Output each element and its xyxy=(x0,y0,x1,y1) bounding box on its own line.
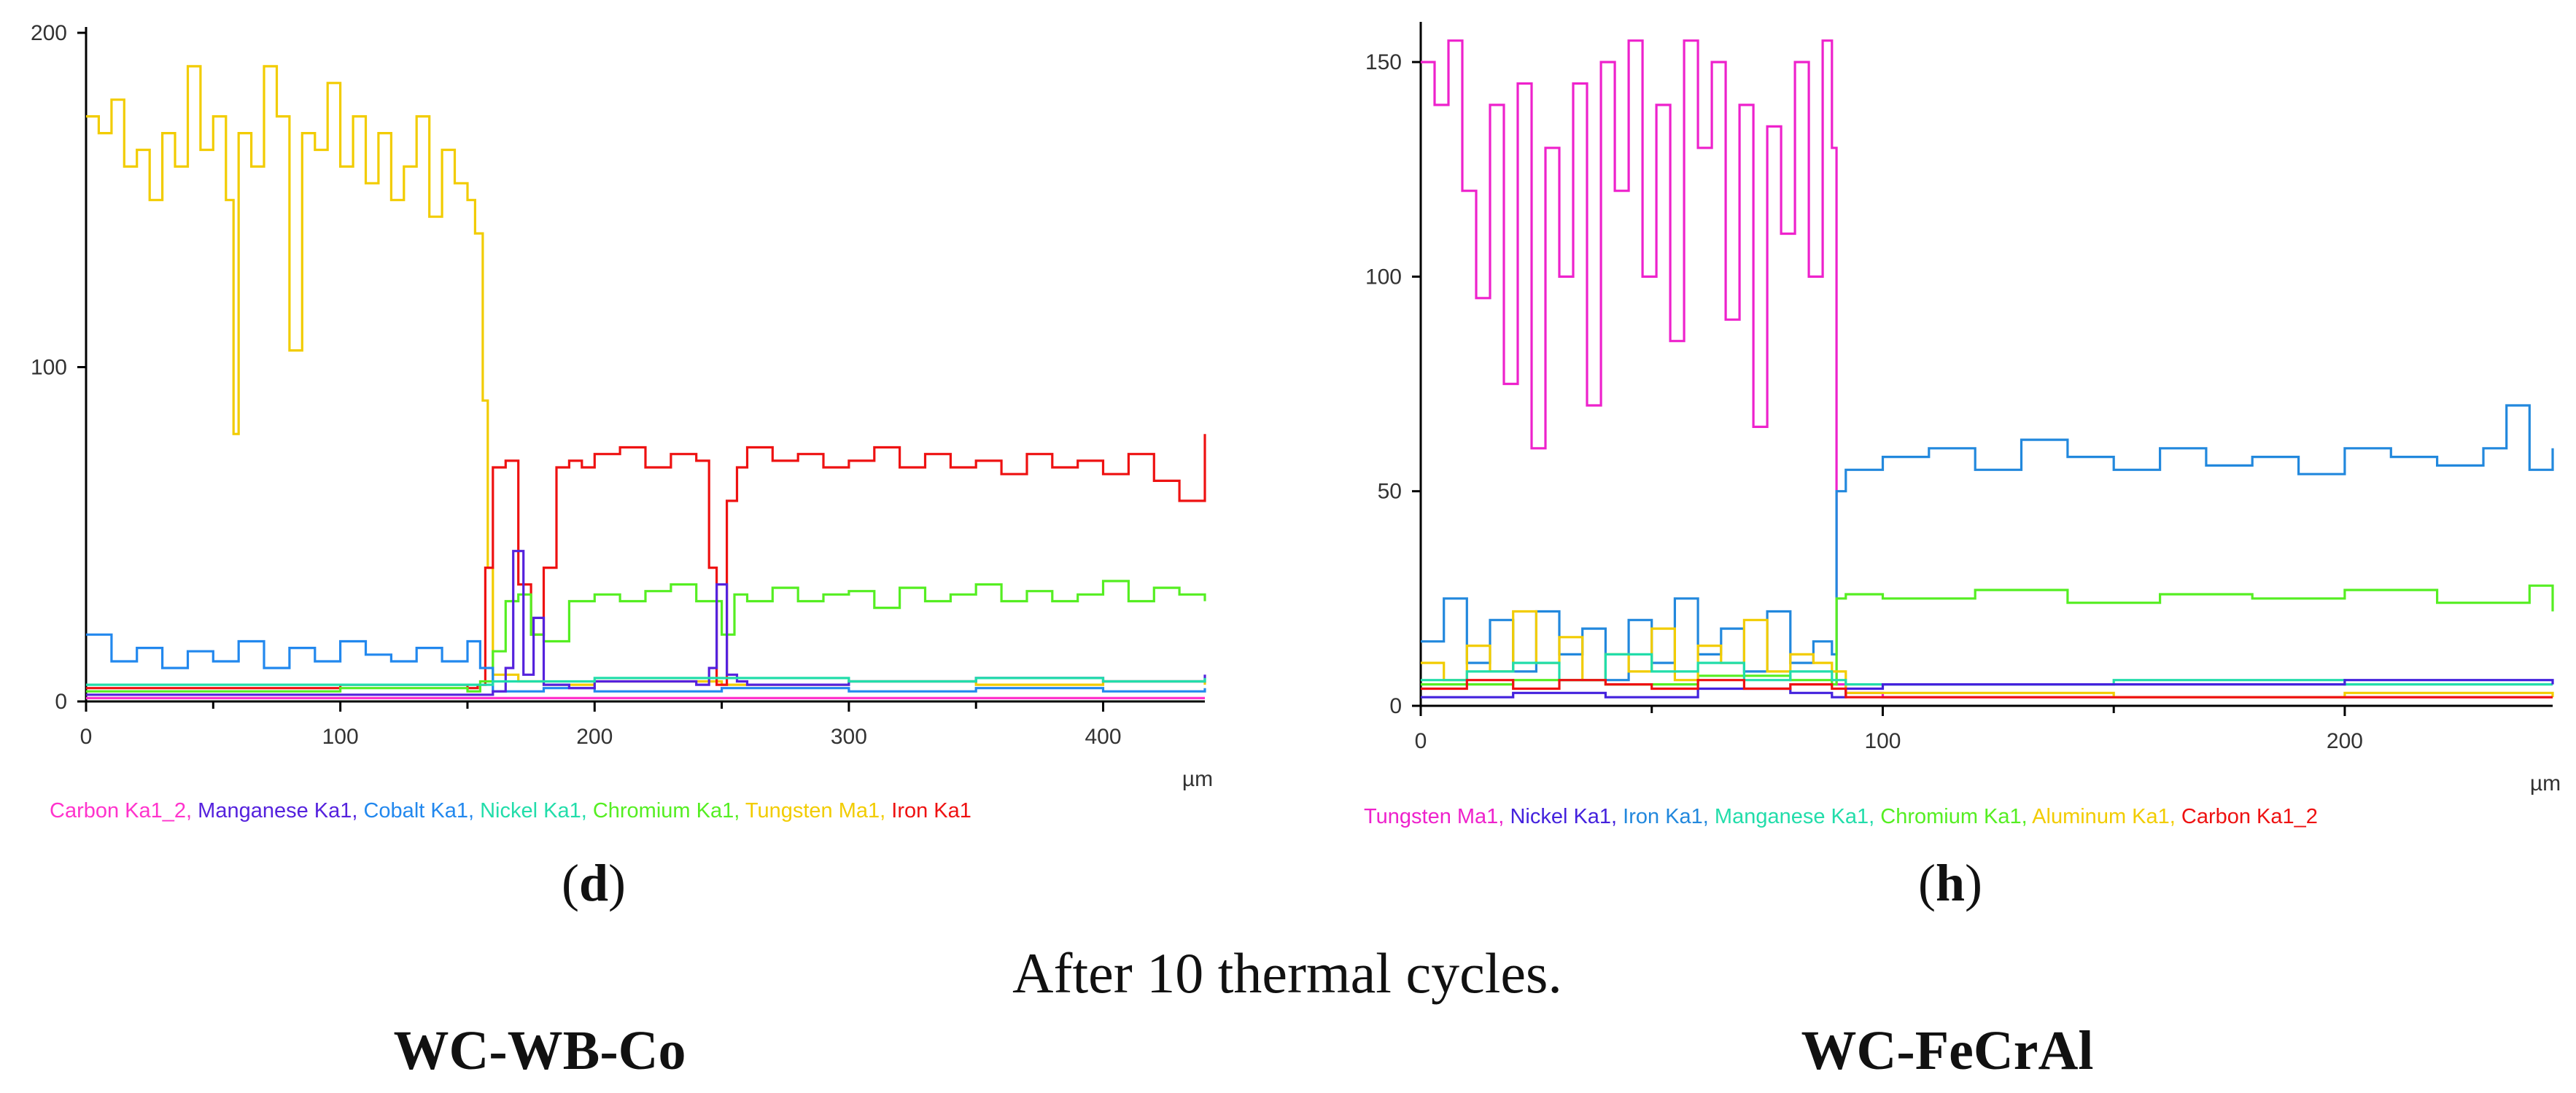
chart-h-series-chromium-ka1 xyxy=(1421,584,2554,686)
chart-h-y-tick-label: 150 xyxy=(1365,50,1402,74)
chart-h-y-tick-label: 0 xyxy=(1389,694,1402,718)
panel-label-d: (d) xyxy=(562,854,626,912)
chart-h-x-tick-label: 0 xyxy=(1415,729,1427,753)
chart-d-x-tick-label: 200 xyxy=(576,725,613,749)
material-label-d: WC-WB-Co xyxy=(393,1020,686,1081)
chart-d-series-nickel-ka1 xyxy=(86,677,1206,686)
panel-letter-d: d xyxy=(578,854,609,912)
chart-d-series-manganese-ka1 xyxy=(86,550,1206,696)
chart-h-y-tick-label: 100 xyxy=(1365,265,1402,289)
chart-d-series-iron-ka1 xyxy=(86,434,1206,690)
chart-h-y-tick-label: 50 xyxy=(1378,480,1402,504)
figure-caption: After 10 thermal cycles. xyxy=(1012,941,1562,1005)
chart-h-series-carbon-ka1-2 xyxy=(1421,679,2553,699)
chart-d-x-tick-label: 300 xyxy=(831,725,867,749)
chart-d-svg: 0 100 200 0 100 200 300 400 µm xyxy=(31,21,1213,791)
chart-d-legend-item: Manganese Ka1, xyxy=(198,799,364,822)
chart-h-legend-item: Chromium Ka1, xyxy=(1880,805,2033,828)
chart-h-legend-item: Carbon Ka1_2 xyxy=(2181,805,2318,828)
chart-panel-d: 0 100 200 0 100 200 300 400 µm xyxy=(0,0,1240,817)
chart-h-legend-item: Aluminum Ka1, xyxy=(2032,805,2181,828)
chart-h-legend-item: Manganese Ka1, xyxy=(1714,805,1881,828)
panel-letter-h: h xyxy=(1935,854,1966,912)
chart-d-legend-item: Iron Ka1 xyxy=(891,799,971,822)
chart-d-y-tick-label: 200 xyxy=(31,21,67,45)
chart-d-legend-item: Chromium Ka1, xyxy=(592,799,745,822)
chart-h-legend-item: Iron Ka1, xyxy=(1623,805,1715,828)
material-label-h: WC-FeCrAl xyxy=(1801,1020,2094,1081)
chart-d-y-tick-label: 100 xyxy=(31,356,67,380)
chart-h-series-iron-ka1 xyxy=(1421,404,2554,682)
chart-h-x-unit-label: µm xyxy=(2530,771,2561,796)
chart-d-y-tick-label: 0 xyxy=(55,690,67,714)
chart-d-legend-item: Carbon Ka1_2, xyxy=(50,799,198,822)
chart-d-x-tick-label: 100 xyxy=(322,725,359,749)
chart-d-legend: Carbon Ka1_2, Manganese Ka1, Cobalt Ka1,… xyxy=(50,799,971,823)
panel-label-h: (h) xyxy=(1918,854,1983,912)
chart-h-x-tick-label: 100 xyxy=(1864,729,1901,753)
chart-d-legend-item: Tungsten Ma1, xyxy=(745,799,892,822)
chart-panel-h: 0 50 100 150 0 100 200 µm xyxy=(1342,0,2576,817)
chart-d-x-unit-label: µm xyxy=(1182,767,1213,791)
chart-h-x-tick-label: 200 xyxy=(2327,729,2363,753)
chart-d-series-cobalt-ka1 xyxy=(86,633,1206,693)
chart-d-x-tick-label: 400 xyxy=(1085,725,1122,749)
chart-d-legend-item: Nickel Ka1, xyxy=(480,799,593,822)
chart-d-legend-item: Cobalt Ka1, xyxy=(363,799,481,822)
chart-h-legend: Tungsten Ma1, Nickel Ka1, Iron Ka1, Mang… xyxy=(1364,805,2318,829)
chart-h-legend-item: Tungsten Ma1, xyxy=(1364,805,1510,828)
chart-h-svg: 0 50 100 150 0 100 200 µm xyxy=(1365,22,2561,796)
chart-h-series-tungsten-ma1 xyxy=(1421,39,2553,699)
chart-d-series-tungsten-ma1 xyxy=(86,65,1206,686)
chart-h-legend-item: Nickel Ka1, xyxy=(1510,805,1623,828)
chart-d-series-chromium-ka1 xyxy=(86,580,1206,693)
chart-d-x-tick-label: 0 xyxy=(80,725,93,749)
chart-h-series-nickel-ka1 xyxy=(1421,679,2554,699)
